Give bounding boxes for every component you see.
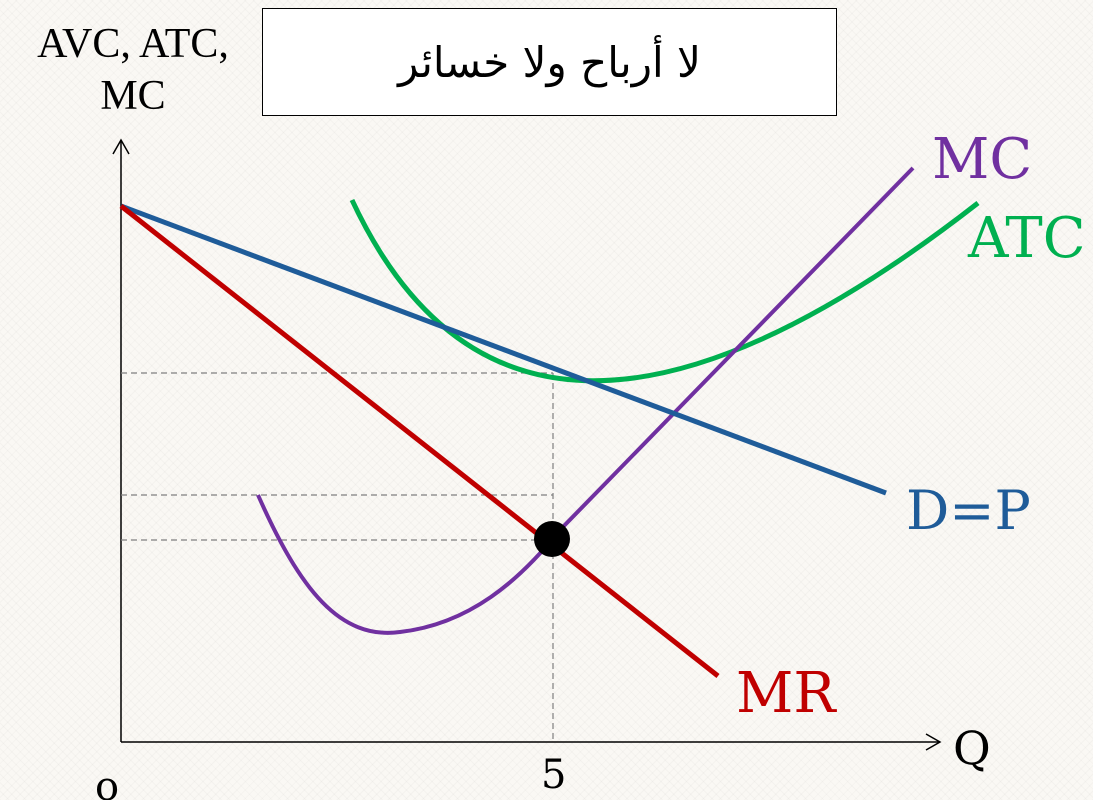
atc-label: ATC (967, 206, 1086, 271)
demand-line (120, 203, 887, 496)
y-axis-title-line2: MC (100, 73, 166, 119)
guide-lines (121, 372, 554, 742)
diagram-title-box: لا أرباح ولا خسائر (262, 8, 837, 116)
mc-curve (256, 166, 915, 635)
mr-label: MR (736, 661, 837, 726)
demand-label: D=P (906, 479, 1031, 542)
x-tick-label-5: 5 (541, 752, 566, 798)
x-axis-label: Q (953, 721, 991, 775)
y-axis-title-line1: AVC, ATC, (37, 21, 229, 67)
x-axis-arrowhead (925, 733, 942, 751)
equilibrium-point (534, 521, 570, 557)
diagram-title: لا أرباح ولا خسائر (398, 37, 701, 87)
y-axis-arrowhead (112, 138, 130, 155)
y-axis-title: AVC, ATC, MC (8, 18, 258, 122)
origin-label: o (95, 764, 119, 800)
mc-label: MC (932, 127, 1032, 192)
axes (112, 138, 942, 751)
atc-curve (349, 198, 980, 384)
mr-line (119, 204, 720, 678)
